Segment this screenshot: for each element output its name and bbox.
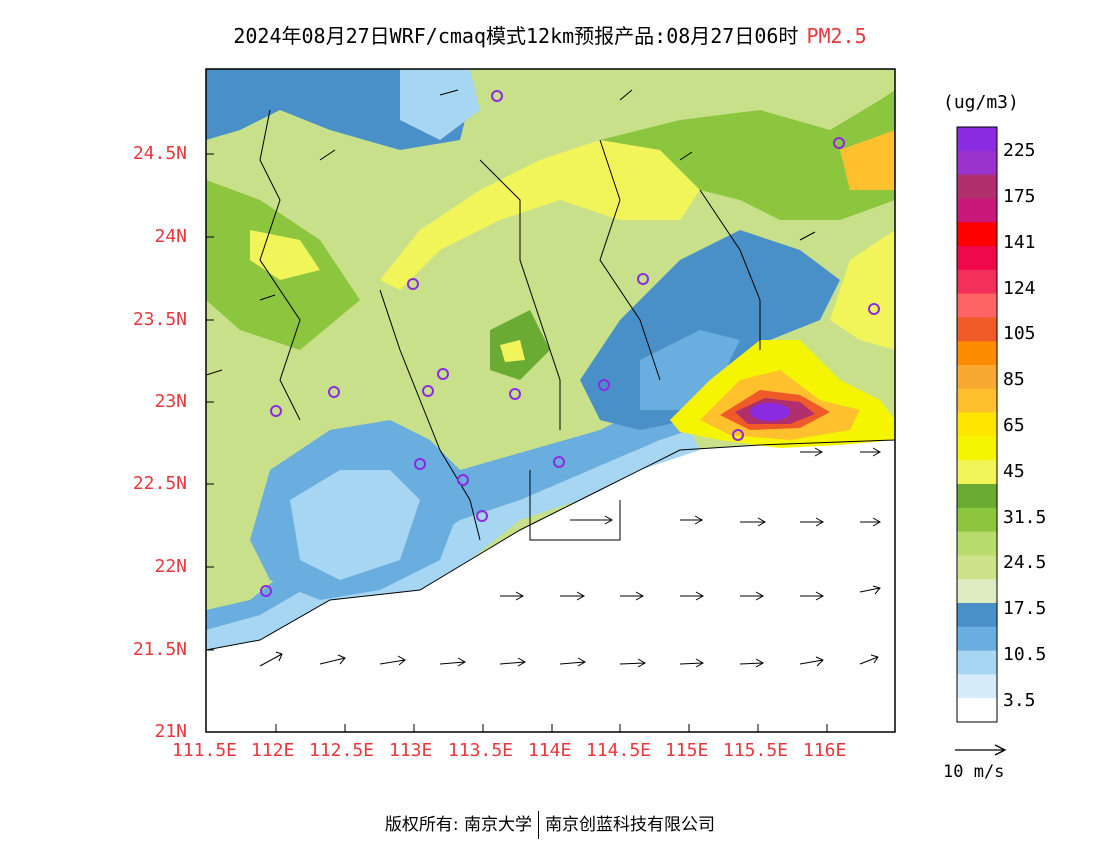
colorbar-label: 124 xyxy=(1003,278,1036,299)
lat-label: 23N xyxy=(154,391,187,412)
colorbar-label: 85 xyxy=(1003,369,1025,390)
green-band-ne xyxy=(600,90,895,220)
chart-title: 2024年08月27日WRF/cmaq模式12km预报产品:08月27日06时 P… xyxy=(0,20,1100,49)
colorbar-units: (ug/m3) xyxy=(943,92,1019,113)
colorbar-label: 10.5 xyxy=(1003,644,1047,665)
light-area-north xyxy=(400,69,480,140)
colorbar-label: 3.5 xyxy=(1003,690,1036,711)
lat-label: 21.5N xyxy=(132,639,187,660)
lon-label: 116E xyxy=(803,740,847,761)
lat-label: 24.5N xyxy=(132,143,187,164)
colorbar-swatch xyxy=(957,246,997,271)
colorbar-swatch xyxy=(957,555,997,580)
colorbar-swatch xyxy=(957,650,997,675)
lat-label: 24N xyxy=(154,226,187,247)
colorbar-border xyxy=(956,126,998,723)
lon-label: 115.5E xyxy=(723,740,789,761)
colorbar-swatch xyxy=(957,674,997,699)
colorbar-label: 65 xyxy=(1003,415,1025,436)
lon-label: 113.5E xyxy=(448,740,514,761)
colorbar-swatch xyxy=(957,436,997,461)
colorbar-swatch xyxy=(957,198,997,223)
city-markers xyxy=(260,90,880,597)
colorbar-swatch xyxy=(957,460,997,485)
orange-patch-ne xyxy=(840,130,895,190)
footer-separator xyxy=(538,811,540,839)
blue-area-east-inner xyxy=(640,330,740,410)
colorbar-swatch xyxy=(957,293,997,318)
colorbar-label: 175 xyxy=(1003,186,1036,207)
light-area-sw xyxy=(290,470,420,580)
colorbar-label: 225 xyxy=(1003,140,1036,161)
colorbar-swatch xyxy=(957,626,997,652)
footer-company: 南京创蓝科技有限公司 xyxy=(545,815,716,835)
colorbar-swatch xyxy=(957,484,997,509)
axis-ticks xyxy=(206,153,828,732)
yellow-patch-east xyxy=(830,230,895,350)
lon-label: 113E xyxy=(389,740,433,761)
lat-label: 23.5N xyxy=(132,309,187,330)
lon-label: 111.5E xyxy=(172,740,238,761)
colorbar-swatch xyxy=(957,127,997,152)
hotspot-purple xyxy=(750,403,790,421)
sea-area xyxy=(206,440,895,732)
yellow-patch-center xyxy=(500,340,525,362)
colorbar-swatch xyxy=(957,388,997,414)
colorbar-swatch xyxy=(957,531,997,556)
colorbar-swatch xyxy=(957,222,997,247)
colorbar-label: 45 xyxy=(1003,461,1025,482)
lon-label: 114.5E xyxy=(586,740,652,761)
colorbar-swatch xyxy=(957,341,997,366)
colorbar-swatch xyxy=(957,412,997,437)
colorbar-label: 24.5 xyxy=(1003,552,1047,573)
wind-vectors xyxy=(206,89,882,668)
colorbar-swatch xyxy=(957,150,997,176)
title-variable: PM2.5 xyxy=(806,24,867,48)
yellow-patch-west xyxy=(250,230,320,280)
colorbar-swatch xyxy=(957,507,997,533)
colorbar xyxy=(956,126,998,723)
lon-label: 114E xyxy=(528,740,572,761)
colorbar-swatch xyxy=(957,317,997,342)
colorbar-swatch xyxy=(957,365,997,390)
colorbar-swatch xyxy=(957,603,997,628)
colorbar-swatch xyxy=(957,269,997,295)
colorbar-label: 31.5 xyxy=(1003,507,1047,528)
lon-label: 115E xyxy=(665,740,709,761)
lat-label: 22.5N xyxy=(132,473,187,494)
admin-boundaries xyxy=(206,109,895,651)
colorbar-swatch xyxy=(957,174,997,199)
map-fill-layers xyxy=(206,69,895,732)
wind-reference-label: 10 m/s xyxy=(943,762,1005,782)
lon-label: 112E xyxy=(251,740,295,761)
colorbar-swatch xyxy=(957,579,997,604)
footer-copyright: 版权所有: 南京大学 xyxy=(384,815,533,835)
colorbar-label: 17.5 xyxy=(1003,598,1047,619)
colorbar-swatch xyxy=(957,698,997,723)
plot-border xyxy=(205,68,896,733)
title-main: 2024年08月27日WRF/cmaq模式12km预报产品:08月27日06时 xyxy=(233,24,799,48)
colorbar-label: 141 xyxy=(1003,232,1036,253)
lat-label: 21N xyxy=(154,721,187,742)
colorbar-label: 105 xyxy=(1003,323,1036,344)
lon-label: 112.5E xyxy=(309,740,375,761)
yellow-band-north xyxy=(380,140,700,290)
lat-label: 22N xyxy=(154,556,187,577)
footer: 版权所有: 南京大学 南京创蓝科技有限公司 xyxy=(0,810,1100,839)
wind-reference-arrow xyxy=(955,744,1007,756)
